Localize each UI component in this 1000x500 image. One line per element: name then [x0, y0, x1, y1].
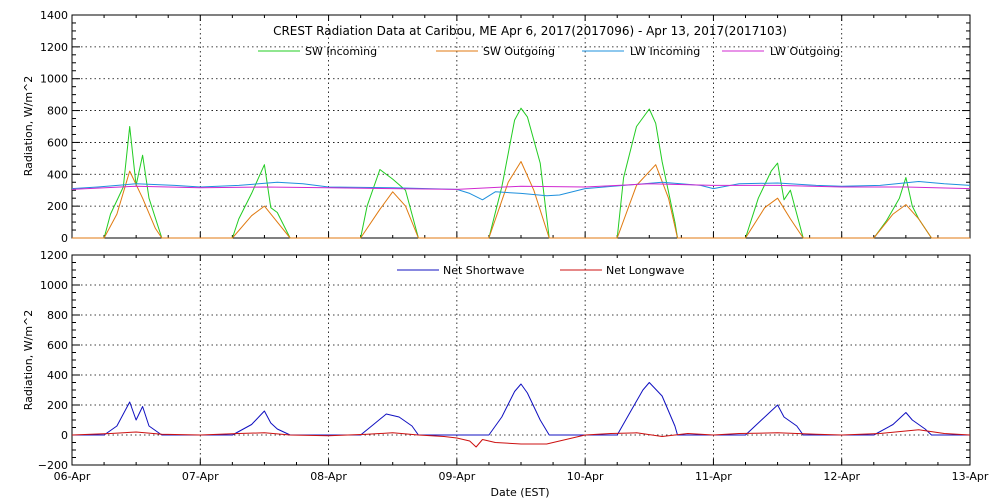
y-tick-label: 600	[47, 136, 68, 149]
lw-incoming-line	[71, 181, 971, 201]
y-tick-label: 1000	[40, 73, 68, 86]
bottom-plot-frame	[71, 254, 971, 466]
y-tick-label: 800	[47, 309, 68, 322]
net-longwave-line	[71, 429, 971, 448]
x-axis-label: Date (EST)	[490, 486, 549, 499]
y-tick-label: 1200	[40, 249, 68, 262]
y-tick-label: 600	[47, 339, 68, 352]
y-tick-label: 1400	[40, 9, 68, 22]
sw-outgoing-line	[72, 161, 970, 239]
y-tick-label: 0	[61, 429, 68, 442]
y-tick-label: 400	[47, 369, 68, 382]
x-tick-label: 13-Apr	[952, 470, 989, 483]
x-tick-label: 12-Apr	[823, 470, 860, 483]
legend-label: Net Shortwave	[443, 264, 525, 277]
chart-title: CREST Radiation Data at Caribou, ME Apr …	[273, 24, 787, 38]
y-tick-label: 0	[61, 232, 68, 245]
y-tick-label: 400	[47, 168, 68, 181]
x-tick-label: 06-Apr	[54, 470, 91, 483]
legend-label: LW Incoming	[630, 45, 700, 58]
y-tick-label: 800	[47, 105, 68, 118]
y-tick-label: 200	[47, 399, 68, 412]
net-shortwave-line	[72, 382, 970, 436]
y-tick-label: −200	[38, 459, 68, 472]
legend-label: SW Incoming	[305, 45, 377, 58]
x-tick-label: 08-Apr	[310, 470, 347, 483]
y-tick-label: 1000	[40, 279, 68, 292]
bottom-y-axis-label: Radiation, W/m^2	[22, 310, 35, 411]
lw-outgoing-line	[71, 183, 971, 190]
legend-label: LW Outgoing	[770, 45, 840, 58]
legend-label: SW Outgoing	[483, 45, 555, 58]
x-tick-label: 09-Apr	[438, 470, 475, 483]
x-tick-label: 11-Apr	[695, 470, 732, 483]
x-tick-label: 07-Apr	[182, 470, 219, 483]
bottom-panel: −200 0 200 400 600 800 1000 1200 06-Apr 07-Apr 08…	[22, 249, 989, 499]
legend-label: Net Longwave	[606, 264, 685, 277]
y-tick-label: 200	[47, 200, 68, 213]
sw-incoming-line	[72, 107, 970, 239]
y-tick-label: 1200	[40, 41, 68, 54]
top-y-axis-label: Radiation, W/m^2	[22, 76, 35, 177]
top-panel: 0 200 400 600 800 1000 1200 1400 CREST Radiatio…	[22, 9, 971, 245]
x-tick-label: 10-Apr	[567, 470, 604, 483]
